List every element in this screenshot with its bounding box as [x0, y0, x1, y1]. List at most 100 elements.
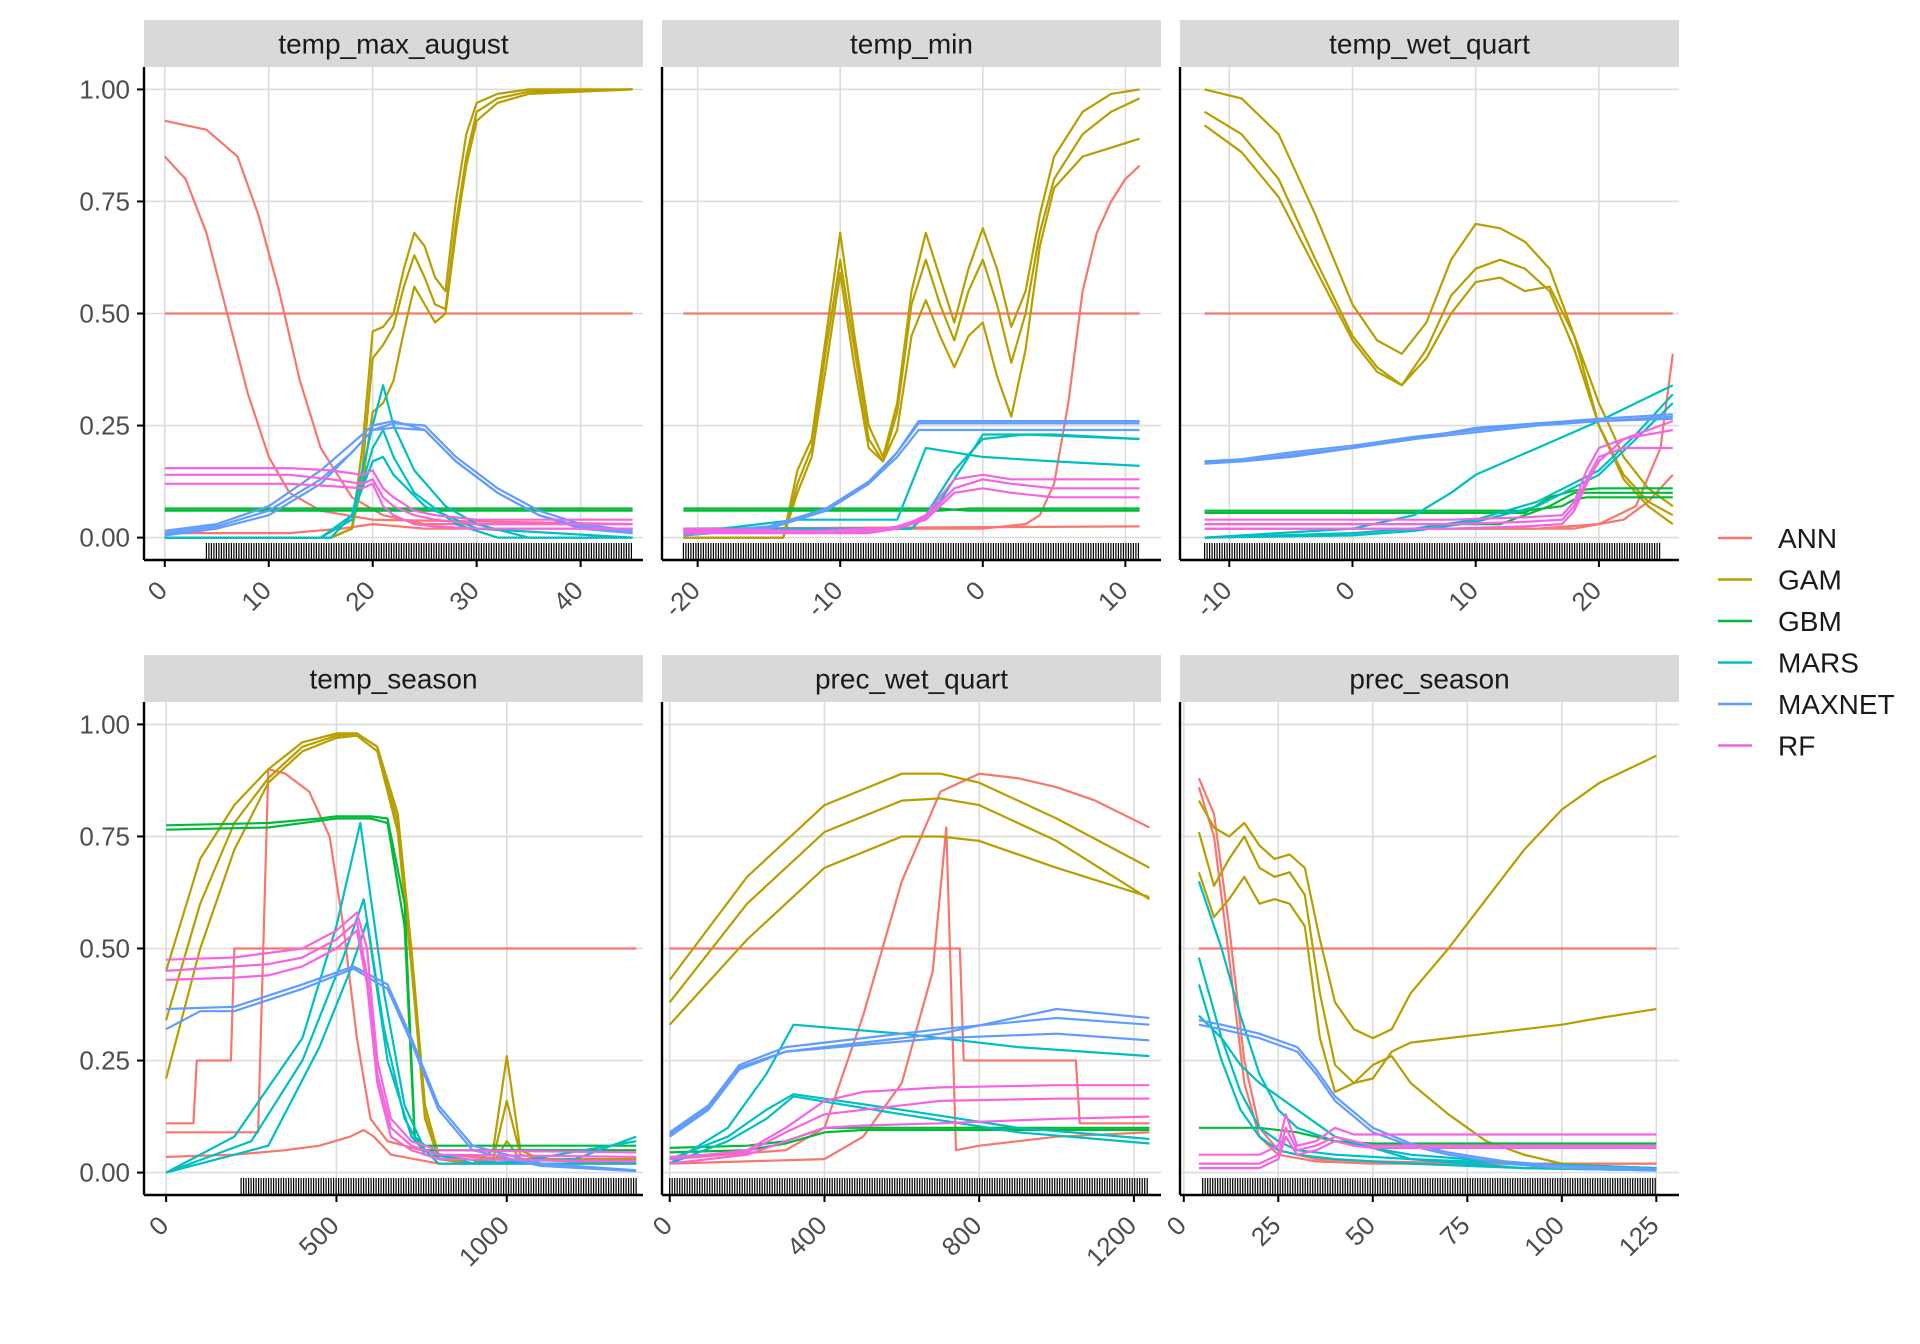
series-line-mars [1197, 880, 1657, 1170]
series-line-gbm [683, 507, 1140, 512]
series-line-rf [669, 1084, 1150, 1161]
x-tick-label: 50 [1339, 1210, 1381, 1252]
series-line-ann [683, 164, 1141, 530]
x-tick-label: 75 [1434, 1210, 1476, 1252]
series-line-ann [164, 119, 633, 526]
legend-label: MAXNET [1778, 689, 1895, 720]
legend-item-maxnet: MAXNET [1718, 689, 1895, 720]
x-tick-label: 0 [647, 1210, 678, 1241]
series-line-mars [164, 384, 633, 539]
legend: ANN GAM GBM MARS MAXNET RF [1718, 523, 1895, 762]
facet-title: temp_season [309, 664, 477, 695]
legend-item-rf: RF [1718, 731, 1815, 762]
facet-strip [1180, 20, 1679, 67]
series-line-mars [1198, 1014, 1657, 1172]
series-line-maxnet [683, 428, 1140, 537]
series-line-gam [668, 835, 1150, 1026]
y-tick-label: 1.00 [79, 709, 130, 739]
x-tick-label: 20 [339, 575, 381, 617]
series-line-mars [1197, 984, 1657, 1172]
series-line-mars [683, 446, 1140, 535]
series-line-gam [164, 88, 633, 539]
series-line-gam [1197, 831, 1657, 1085]
series-lines [165, 732, 637, 1174]
x-tick-label: 25 [1245, 1210, 1287, 1252]
rug-marks [1202, 1178, 1656, 1195]
rug [240, 1178, 637, 1195]
series-line-rf [166, 911, 637, 1154]
series-line-gam [1204, 88, 1674, 517]
rug [1202, 1178, 1656, 1195]
series-line-mars [669, 1095, 1150, 1165]
series-line-maxnet [669, 1032, 1150, 1136]
y-tick-label: 0.00 [79, 1158, 130, 1188]
x-tick-label: 40 [547, 575, 589, 617]
series-line-maxnet [1198, 1023, 1657, 1172]
legend-label: RF [1778, 731, 1815, 762]
facet-title: temp_wet_quart [1329, 29, 1530, 60]
series-line-maxnet [669, 1016, 1150, 1134]
y-tick-label: 1.00 [79, 74, 130, 104]
facet-panels: temp_max_august 0.00 0.25 0.50 0.75 1.00 0 10 20… [79, 20, 1679, 1272]
panel-temp_max_august: temp_max_august 0.00 0.25 0.50 0.75 1.00 0 10 20… [79, 20, 643, 617]
x-tick-label: 20 [1565, 575, 1607, 617]
series-line-rf [669, 1097, 1150, 1158]
series-line-ann [669, 826, 1150, 1165]
series-line-rf [166, 920, 637, 1158]
series-line-mars [669, 1093, 1150, 1161]
facet-title: temp_max_august [278, 29, 509, 60]
series-line-mars [1204, 384, 1674, 539]
rug [669, 1178, 1148, 1195]
series-line-mars [164, 428, 633, 539]
series-line-rf [1204, 428, 1673, 521]
series-line-gam [668, 772, 1150, 981]
panel-prec_wet_quart: prec_wet_quart 0 400 800 1200 [647, 655, 1161, 1272]
series-line-ann [163, 155, 633, 526]
y-tick-label: 0.75 [79, 821, 130, 851]
x-tick-label: 400 [781, 1210, 833, 1262]
facet-title: temp_min [850, 29, 973, 60]
series-line-rf [1204, 446, 1673, 526]
series-line-rf [1198, 1126, 1657, 1165]
series-line-rf [669, 1115, 1150, 1165]
x-tick-label: 500 [293, 1210, 345, 1262]
series-line-maxnet [166, 965, 637, 1172]
series-line-mars [1197, 957, 1657, 1170]
rug-marks [240, 1178, 637, 1195]
legend-label: ANN [1778, 523, 1837, 554]
series-line-gbm [1204, 496, 1673, 512]
x-tick-label: 30 [443, 575, 485, 617]
series-line-gam [668, 797, 1150, 1003]
series-lines [1197, 754, 1657, 1172]
series-line-mars [164, 455, 633, 539]
series-line-maxnet [1198, 1019, 1657, 1171]
legend-label: GBM [1778, 606, 1842, 637]
series-line-gam [1203, 124, 1674, 508]
rug-marks [682, 543, 1139, 560]
series-line-rf [683, 473, 1140, 532]
x-tick-label: -10 [1190, 575, 1238, 623]
rug [205, 543, 632, 560]
facet-strip [144, 655, 643, 702]
series-line-mars [669, 1023, 1150, 1165]
series-line-maxnet [164, 426, 633, 537]
y-tick-label: 0.25 [79, 1046, 130, 1076]
x-tick-label: 0 [142, 575, 173, 606]
series-line-maxnet [164, 422, 633, 535]
facet-title: prec_season [1349, 664, 1509, 695]
series-line-rf [164, 467, 633, 521]
series-line-gbm [1198, 1126, 1657, 1145]
series-line-gam [1197, 871, 1657, 1170]
panel-temp_min: temp_min -20 -10 0 10 [658, 20, 1161, 623]
x-tick-label: -20 [658, 575, 706, 623]
y-tick-label: 0.50 [79, 299, 130, 329]
legend-item-mars: MARS [1718, 648, 1859, 679]
legend-item-gbm: GBM [1718, 606, 1842, 637]
series-line-ann [1197, 786, 1657, 1165]
series-line-mars [1204, 402, 1674, 539]
series-line-maxnet [669, 1007, 1150, 1138]
series-line-gam [683, 137, 1140, 539]
x-tick-label: 1000 [453, 1210, 515, 1272]
series-line-gam [1204, 110, 1674, 525]
